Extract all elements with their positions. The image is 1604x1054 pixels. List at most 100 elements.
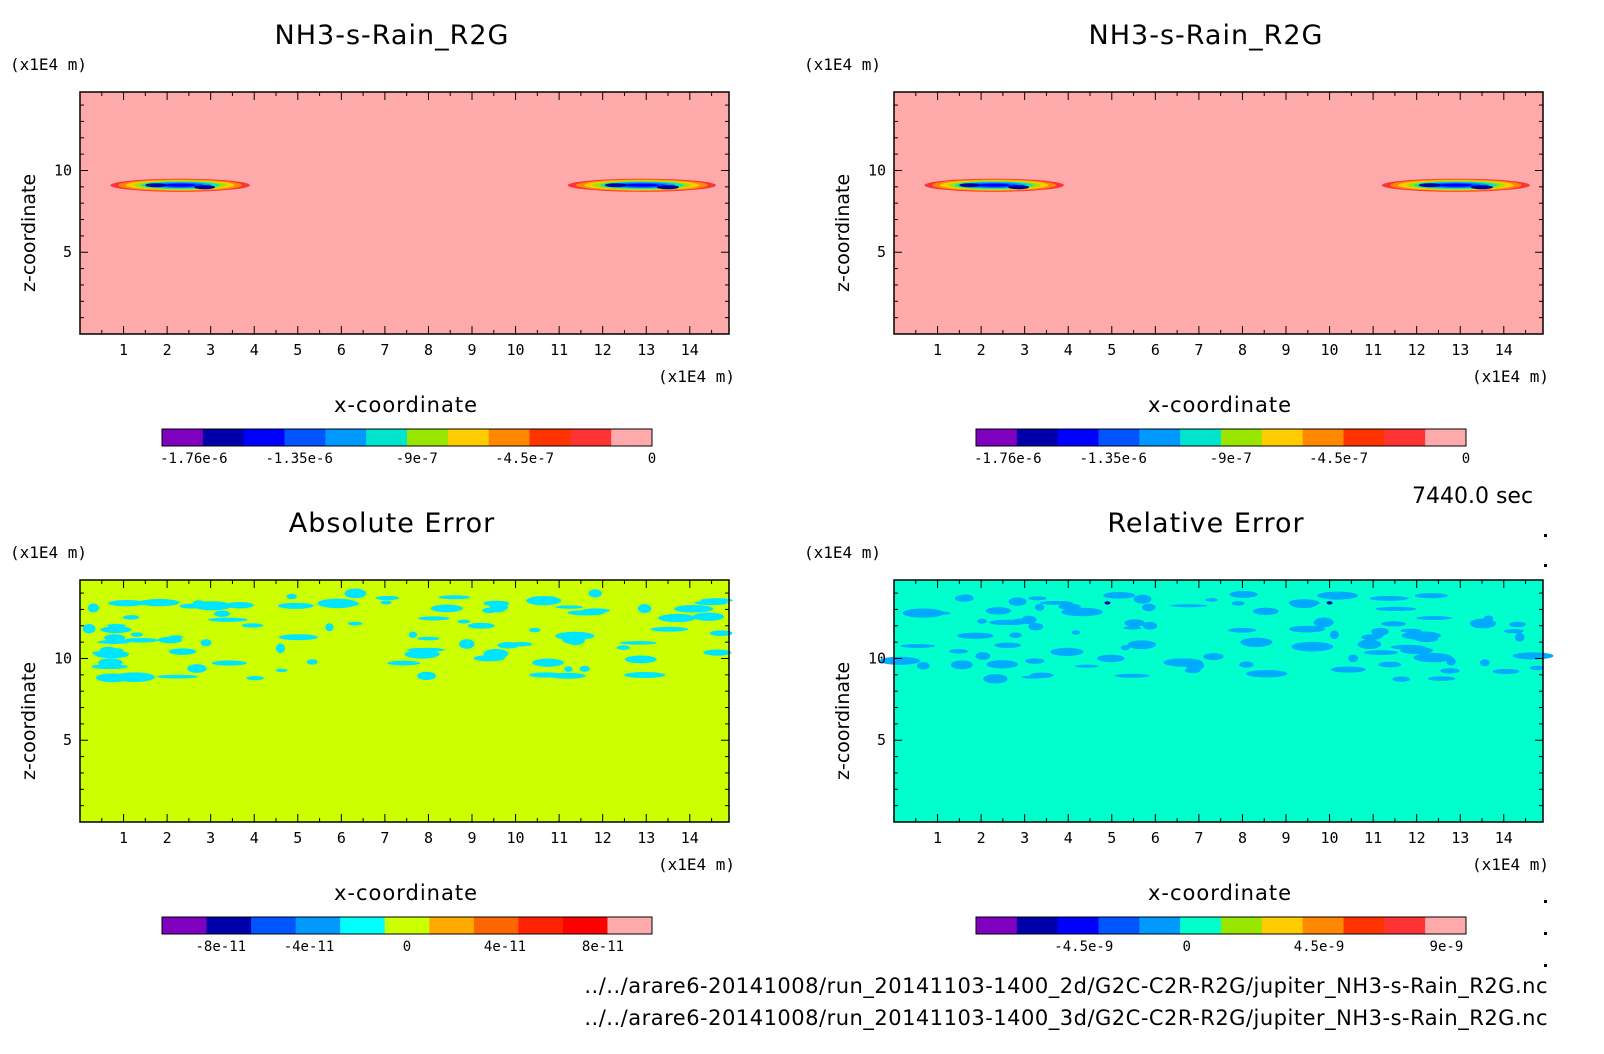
error-patch [1290,600,1318,609]
y-axis-label-bottom-right: z-coordinate [832,661,854,780]
colorbar-swatch [1302,917,1344,934]
colorbar-swatch [1261,917,1304,934]
error-patch [1205,598,1218,602]
colorbar-tick-label: 9e-9 [1430,939,1464,955]
error-patch [1330,666,1366,673]
x-tick-label: 13 [1451,341,1469,359]
colorbar-swatch [1384,429,1426,446]
x-tick-label: 10 [507,829,525,847]
contour-core [145,183,167,188]
colorbar-swatch [473,917,519,934]
colorbar-tick-label: -1.35e-6 [1079,451,1146,467]
colorbar-tick-label: -1.76e-6 [160,451,227,467]
x-tick-label: 3 [206,341,215,359]
error-patch [1317,591,1358,600]
error-patch [1291,641,1334,652]
error-patch [82,624,96,634]
colorbar-tick-label: 0 [403,939,411,955]
error-patch [700,598,733,603]
x-tick-label: 6 [337,829,346,847]
colorbar-swatch [1139,429,1181,446]
error-patch [1227,627,1257,633]
x-tick-label: 4 [1064,341,1073,359]
error-patch [900,644,936,648]
error-patch [404,649,440,659]
error-patch [977,618,987,624]
error-patch [1400,628,1422,633]
error-patch [100,626,132,634]
error-patch [278,634,318,641]
error-patch [958,594,973,599]
error-patch [1025,658,1045,664]
error-patch [975,652,991,660]
error-patch [380,600,392,605]
colorbar-swatch [607,917,653,934]
colorbar-swatch [1016,429,1059,446]
x-tick-label: 1 [119,341,128,359]
error-patch [277,602,314,609]
colorbar-swatch [325,429,367,446]
x-tick-label: 12 [594,341,612,359]
y-tick-label: 10 [54,161,72,179]
x-tick-label: 9 [1281,829,1290,847]
margin-dot [1544,564,1547,567]
error-patch [1392,676,1411,682]
x-tick-label: 13 [637,829,655,847]
error-patch [157,636,183,644]
margin-dot [1544,964,1547,967]
error-patch [387,660,421,666]
error-patch [692,612,725,621]
error-patch [458,639,475,649]
error-patch [1357,639,1382,650]
x-unit-bottom-left: (x1E4 m) [658,855,736,874]
error-patch [1289,625,1326,633]
x-tick-label: 13 [637,341,655,359]
time-label: 7440.0 sec [1412,484,1534,509]
error-patch [275,643,285,654]
error-patch [130,632,144,637]
y-tick-label: 10 [868,161,886,179]
contour-band [1438,183,1473,187]
error-patch [467,622,495,629]
colorbar-swatch [202,429,245,446]
panel-title-bottom-left: Absolute Error [288,508,496,539]
colorbar-swatch [1221,429,1263,446]
error-patch [1229,590,1258,598]
colorbar-swatch [1098,917,1140,934]
error-patch [1050,647,1084,656]
error-patch [1440,668,1460,674]
error-patch [526,595,562,606]
error-patch [637,603,652,614]
error-extreme [1326,601,1333,605]
error-patch [407,647,446,652]
colorbar-swatch [1221,917,1263,934]
x-tick-label: 2 [163,829,172,847]
error-patch [1009,632,1022,638]
x-axis-label-bottom-right: x-coordinate [1147,881,1292,905]
x-tick-label: 6 [1151,829,1160,847]
contour-core [1418,183,1442,188]
x-tick-label: 10 [1321,829,1339,847]
colorbar-swatch [1180,917,1222,934]
x-tick-label: 12 [594,829,612,847]
y-axis-label-top-right: z-coordinate [832,173,854,292]
x-tick-label: 8 [424,829,433,847]
x-unit-top-right: (x1E4 m) [1472,367,1550,386]
x-tick-label: 6 [337,341,346,359]
plot-frame [79,579,730,823]
colorbar-swatch [162,917,208,934]
error-patch [567,610,606,616]
contour-core [1470,185,1493,190]
x-tick-label: 2 [163,341,172,359]
error-patch [457,619,471,624]
error-patch [1427,676,1456,681]
colorbar-swatch [1343,429,1385,446]
colorbar-frame [975,428,1467,447]
colorbar-swatch [384,917,430,934]
colorbar-swatch [488,429,530,446]
error-patch [1375,606,1417,612]
colorbar-swatch [1057,917,1099,934]
error-patch [107,623,127,628]
error-patch [917,662,930,670]
